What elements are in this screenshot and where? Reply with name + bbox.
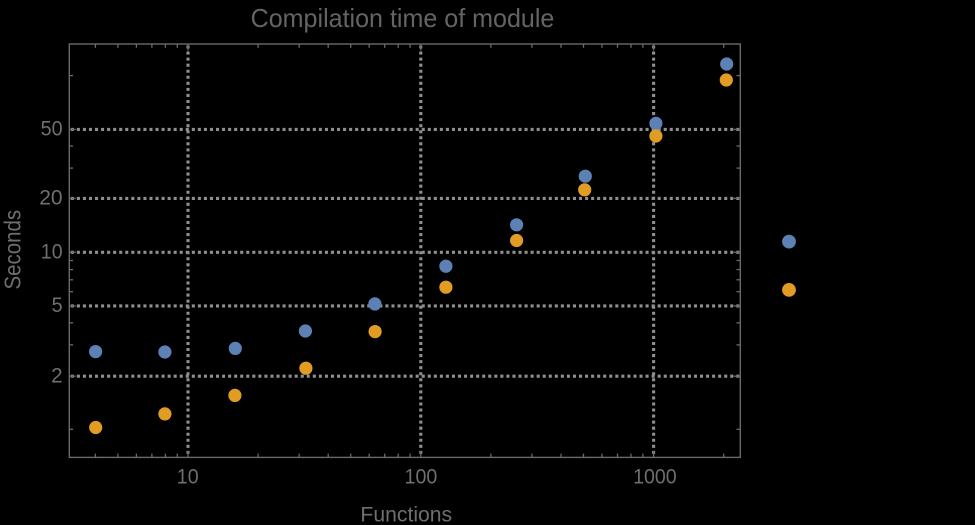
svg-text:10: 10 [41,240,63,264]
svg-text:Compilation time of module: Compilation time of module [251,5,555,33]
svg-text:Seconds: Seconds [0,210,26,290]
svg-text:10: 10 [177,465,199,489]
svg-text:50: 50 [41,117,63,141]
svg-text:1000: 1000 [633,465,677,489]
svg-text:100: 100 [405,465,438,489]
svg-text:Functions: Functions [360,504,452,525]
svg-text:2: 2 [51,364,63,388]
svg-text:5: 5 [52,293,63,317]
svg-text:20: 20 [39,186,62,210]
